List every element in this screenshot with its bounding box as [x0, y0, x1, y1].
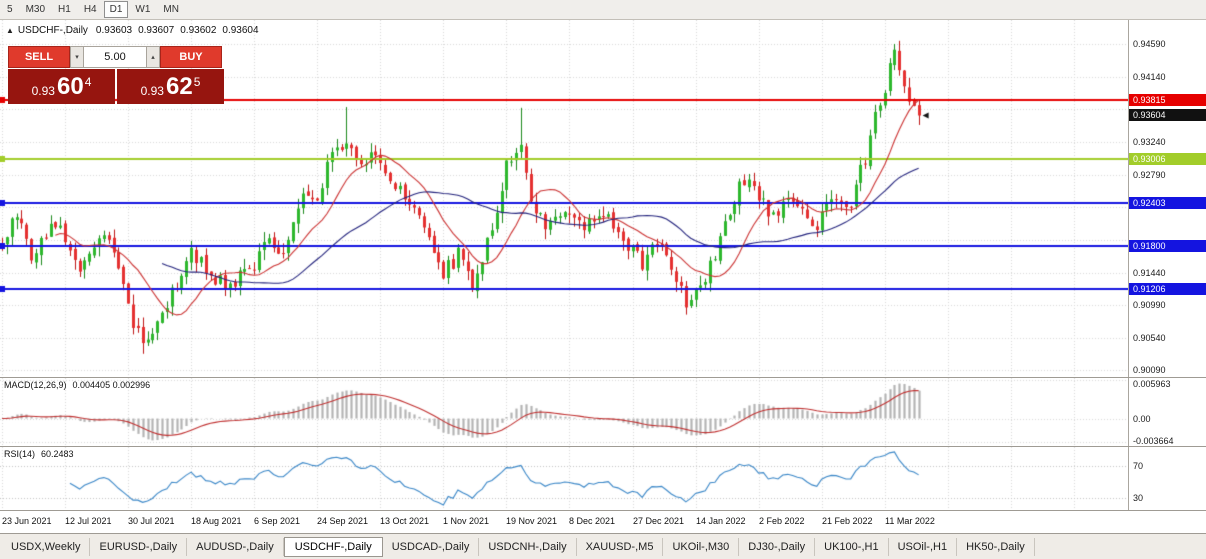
date-axis-label: 18 Aug 2021	[191, 516, 242, 526]
sell-price-main: 60	[56, 72, 84, 100]
chart-tab-uk100[interactable]: UK100-,H1	[815, 537, 889, 556]
macd-chart-canvas[interactable]	[0, 378, 1128, 446]
time-axis: 23 Jun 2021 12 Jul 2021 30 Jul 2021 18 Aug …	[0, 511, 1206, 534]
trade-buttons-row: SELL ▾ ▴ BUY	[8, 46, 224, 68]
rsi-axis-label: 30	[1133, 493, 1144, 504]
macd-label: MACD(12,26,9) 0.004405 0.002996	[4, 380, 150, 390]
ohlc-high: 0.93607	[138, 25, 175, 36]
buy-price-prefix: 0.93	[140, 83, 164, 98]
date-axis-label: 6 Sep 2021	[254, 516, 301, 526]
timeframe-button-w1[interactable]: W1	[129, 1, 156, 18]
timeframe-button-h4[interactable]: H4	[78, 1, 103, 18]
main-chart-panel: 0.94590 0.94140 0.93240 0.92790 0.91440 0.909…	[0, 20, 1206, 378]
sell-price-prefix: 0.93	[31, 83, 55, 98]
buy-price-main: 62	[165, 72, 193, 100]
ohlc-low: 0.93602	[180, 25, 217, 36]
chart-tab-audusd[interactable]: AUDUSD-,Daily	[187, 537, 284, 556]
chart-tab-eurusd[interactable]: EURUSD-,Daily	[90, 537, 188, 556]
price-axis-label: 0.90090	[1133, 365, 1166, 376]
chart-header: ▲ USDCHF-,Daily 0.93603 0.93607 0.93602 0.936…	[6, 25, 265, 36]
timeframe-button-h1[interactable]: H1	[52, 1, 77, 18]
buy-price-pip: 5	[193, 74, 201, 89]
date-axis-label: 13 Oct 2021	[380, 516, 430, 526]
date-axis-label: 11 Mar 2022	[885, 516, 935, 526]
timeframe-button-mn[interactable]: MN	[157, 1, 185, 18]
date-axis-label: 30 Jul 2021	[128, 516, 175, 526]
date-axis-label: 24 Sep 2021	[317, 516, 369, 526]
macd-panel: 0.005963 0.00 -0.003664 MACD(12,26,9) 0.004…	[0, 378, 1206, 447]
rsi-chart-canvas[interactable]	[0, 447, 1128, 510]
price-axis: 0.94590 0.94140 0.93240 0.92790 0.91440 0.909…	[1128, 20, 1206, 377]
macd-name: MACD(12,26,9)	[4, 380, 67, 390]
date-axis-label: 27 Dec 2021	[633, 516, 685, 526]
price-badge-blue-line-3: 0.91206	[1129, 283, 1206, 296]
price-axis-label: 0.94140	[1133, 71, 1166, 82]
macd-axis-label: -0.003664	[1133, 436, 1174, 446]
timeframe-button-5[interactable]: 5	[1, 1, 19, 18]
rsi-value: 60.2483	[41, 449, 74, 459]
price-axis-label: 0.90540	[1133, 332, 1166, 343]
price-badge-blue-line-1: 0.92403	[1129, 196, 1206, 209]
chart-tab-hk50[interactable]: HK50-,Daily	[957, 537, 1035, 556]
lot-size-input[interactable]	[84, 46, 146, 68]
date-axis-label: 2 Feb 2022	[759, 516, 805, 526]
chart-tabs-bar: USDX,Weekly EURUSD-,Daily AUDUSD-,Daily USD…	[0, 534, 1206, 559]
date-axis-label: 21 Feb 2022	[822, 516, 873, 526]
lot-decrease-button[interactable]: ▾	[70, 46, 84, 68]
chart-tab-usdcnh[interactable]: USDCNH-,Daily	[479, 537, 577, 556]
ohlc-close: 0.93604	[222, 25, 259, 36]
chevron-down-icon: ▾	[75, 54, 79, 61]
timeframe-button-d1[interactable]: D1	[103, 1, 129, 18]
rsi-name: RSI(14)	[4, 449, 36, 459]
price-axis-label: 0.92790	[1133, 169, 1166, 180]
chevron-up-icon: ▴	[151, 54, 155, 61]
macd-values: 0.004405 0.002996	[72, 380, 151, 390]
rsi-axis-label: 70	[1133, 460, 1144, 471]
date-axis-label: 14 Jan 2022	[696, 516, 746, 526]
buy-button[interactable]: BUY	[160, 46, 222, 68]
price-badge-current-price: 0.93604	[1129, 109, 1206, 122]
rsi-label: RSI(14) 60.2483	[4, 449, 74, 459]
chart-tab-dj30[interactable]: DJ30-,Daily	[739, 537, 816, 556]
date-axis-label: 8 Dec 2021	[569, 516, 616, 526]
macd-axis-label: 0.005963	[1133, 379, 1171, 389]
price-axis-label: 0.93240	[1133, 136, 1166, 147]
timeframe-button-m30[interactable]: M30	[20, 1, 51, 18]
timeframe-toolbar: 5 M30 H1 H4 D1 W1 MN	[0, 0, 1206, 20]
chart-tab-xauusd[interactable]: XAUUSD-,M5	[577, 537, 664, 556]
macd-axis-label: 0.00	[1133, 413, 1151, 424]
price-badge-resistance-line: 0.93815	[1129, 94, 1206, 107]
date-axis-label: 19 Nov 2021	[506, 516, 558, 526]
date-axis-label: 23 Jun 2021	[2, 516, 52, 526]
macd-axis: 0.005963 0.00 -0.003664	[1128, 378, 1206, 446]
buy-price-display[interactable]: 0.93 62 5	[117, 69, 224, 104]
chart-tab-usdx[interactable]: USDX,Weekly	[2, 537, 91, 556]
rsi-panel: 70 30 RSI(14) 60.2483	[0, 447, 1206, 511]
trade-prices-row: 0.93 60 4 0.93 62 5	[8, 69, 224, 104]
price-axis-label: 0.90990	[1133, 300, 1166, 311]
date-axis-label: 1 Nov 2021	[443, 516, 490, 526]
price-badge-green-line: 0.93006	[1129, 152, 1206, 165]
rsi-axis: 70 30	[1128, 447, 1206, 510]
ohlc-open: 0.93603	[95, 25, 133, 36]
sell-button[interactable]: SELL	[8, 46, 70, 68]
chart-tab-usoil[interactable]: USOil-,H1	[889, 537, 958, 556]
price-axis-label: 0.94590	[1133, 38, 1166, 49]
price-axis-label: 0.91440	[1133, 267, 1166, 278]
chart-tab-ukoil[interactable]: UKOil-,M30	[663, 537, 740, 556]
lot-increase-button[interactable]: ▴	[146, 46, 160, 68]
date-axis-label: 12 Jul 2021	[65, 516, 112, 526]
sell-price-display[interactable]: 0.93 60 4	[8, 69, 115, 104]
sell-price-pip: 4	[84, 74, 92, 89]
chart-tab-usdcad[interactable]: USDCAD-,Daily	[383, 537, 480, 556]
chart-tab-usdchf[interactable]: USDCHF-,Daily	[283, 536, 383, 557]
collapse-trade-panel-icon[interactable]: ▲	[6, 26, 14, 35]
price-badge-blue-line-2: 0.91800	[1129, 240, 1206, 253]
symbol-timeframe-label: USDCHF-,Daily	[17, 25, 88, 36]
